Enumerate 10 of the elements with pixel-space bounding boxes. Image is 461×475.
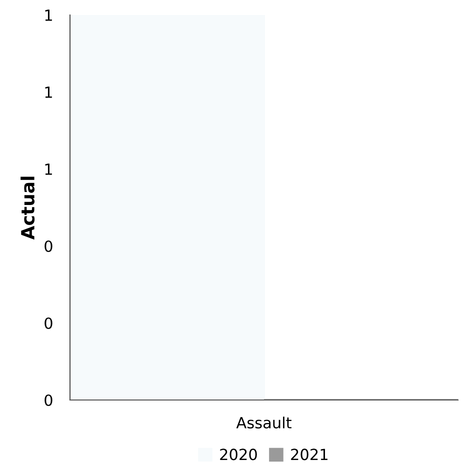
x-tick-label: Assault bbox=[236, 416, 292, 428]
legend-label: 2020 bbox=[220, 448, 257, 460]
y-tick-label: 1 bbox=[45, 86, 52, 98]
y-tick-label: 0 bbox=[44, 394, 52, 406]
y-tick-label: 1 bbox=[45, 164, 52, 175]
y-tick-label: 0 bbox=[44, 317, 52, 330]
y-tick-label: 0 bbox=[44, 240, 52, 252]
y-tick-label: 1 bbox=[45, 10, 52, 21]
legend-label: 2021 bbox=[291, 448, 328, 460]
y-axis-title: Actual bbox=[20, 176, 35, 240]
